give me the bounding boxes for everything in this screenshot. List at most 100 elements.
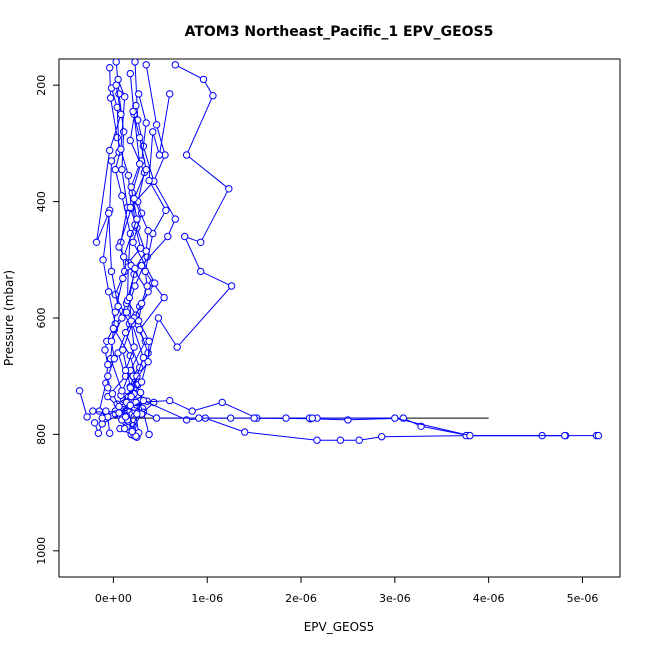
- data-point: [118, 192, 126, 200]
- data-point: [131, 59, 139, 66]
- data-point: [136, 133, 144, 142]
- data-point: [106, 94, 115, 102]
- data-point: [117, 110, 125, 119]
- data-point: [144, 358, 152, 366]
- data-point: [149, 128, 157, 136]
- data-point: [188, 407, 196, 415]
- data-point: [139, 396, 148, 405]
- series-profile: [92, 81, 130, 421]
- data-point: [250, 414, 258, 422]
- data-point: [115, 402, 123, 411]
- data-point: [83, 413, 91, 421]
- data-point: [112, 81, 120, 89]
- x-tick-label: 5e-06: [567, 592, 599, 605]
- x-tick-label: 4e-06: [473, 592, 505, 605]
- data-point: [135, 317, 143, 325]
- data-point: [225, 185, 233, 193]
- data-point: [115, 409, 123, 417]
- data-point: [227, 414, 235, 422]
- data-point: [139, 353, 148, 362]
- data-point: [106, 146, 114, 155]
- data-point: [142, 61, 150, 69]
- y-tick-label: 200: [35, 75, 48, 96]
- data-point: [130, 343, 138, 351]
- data-point: [111, 165, 120, 174]
- data-point: [145, 430, 153, 439]
- data-point: [182, 151, 191, 159]
- data-point: [104, 360, 112, 369]
- data-point: [108, 390, 117, 398]
- data-point: [106, 64, 114, 72]
- data-point: [391, 414, 399, 422]
- data-point: [122, 308, 131, 316]
- data-point: [152, 121, 161, 129]
- data-point: [118, 314, 126, 322]
- y-tick-label: 800: [35, 424, 48, 445]
- data-point: [137, 378, 146, 386]
- data-point: [126, 384, 135, 392]
- data-point: [355, 436, 363, 444]
- x-tick-label: 2e-06: [285, 592, 317, 605]
- data-point: [199, 75, 208, 84]
- data-point: [92, 238, 101, 247]
- data-point: [166, 90, 174, 98]
- data-point: [117, 145, 125, 153]
- x-axis-label: EPV_GEOS5: [304, 620, 375, 634]
- y-tick-label: 400: [35, 191, 48, 212]
- data-point: [160, 293, 168, 302]
- data-point: [155, 151, 164, 159]
- data-point: [133, 410, 141, 418]
- data-point: [104, 384, 112, 392]
- data-point: [164, 232, 172, 241]
- data-point: [121, 413, 130, 421]
- data-point: [105, 209, 113, 217]
- data-point: [133, 215, 141, 223]
- data-point: [136, 244, 145, 252]
- data-point: [142, 119, 150, 127]
- data-point: [127, 183, 135, 191]
- data-point: [75, 387, 84, 395]
- data-point: [119, 274, 127, 283]
- data-point: [121, 93, 129, 101]
- data-point: [112, 59, 120, 66]
- data-point: [336, 436, 345, 444]
- x-tick-label: 1e-06: [191, 592, 223, 605]
- data-point: [197, 238, 205, 247]
- data-point: [227, 282, 236, 290]
- data-point: [130, 195, 138, 203]
- data-point: [135, 90, 143, 98]
- data-point: [142, 247, 150, 255]
- data-point: [127, 317, 135, 325]
- y-axis: 200 400 600 800 1000: [35, 75, 60, 565]
- data-point: [145, 337, 153, 345]
- data-point: [106, 429, 114, 437]
- data-point: [129, 107, 137, 116]
- data-point: [131, 264, 139, 273]
- data-point: [313, 436, 321, 444]
- data-point: [128, 427, 136, 436]
- y-tick-label: 1000: [35, 537, 48, 565]
- chart-title: ATOM3 Northeast_Pacific_1 EPV_GEOS5: [185, 24, 494, 40]
- data-point: [137, 261, 146, 270]
- data-point: [181, 232, 189, 241]
- data-point: [107, 157, 116, 165]
- data-point: [121, 424, 129, 433]
- x-tick-label: 0e+00: [95, 592, 132, 605]
- data-point: [121, 366, 130, 375]
- data-point: [107, 267, 116, 276]
- data-point: [137, 299, 146, 308]
- data-point: [162, 206, 170, 215]
- data-point: [126, 203, 135, 212]
- data-point: [126, 69, 135, 78]
- data-point: [113, 133, 121, 142]
- data-point: [125, 293, 134, 302]
- data-point: [107, 337, 116, 345]
- series-profile: [122, 90, 174, 424]
- data-point: [110, 355, 119, 363]
- data-point: [195, 414, 203, 422]
- data-point: [136, 388, 145, 397]
- data-point: [126, 136, 135, 145]
- data-point: [120, 253, 128, 261]
- y-axis-label: Pressure (mbar): [2, 270, 16, 366]
- data-point: [120, 128, 128, 136]
